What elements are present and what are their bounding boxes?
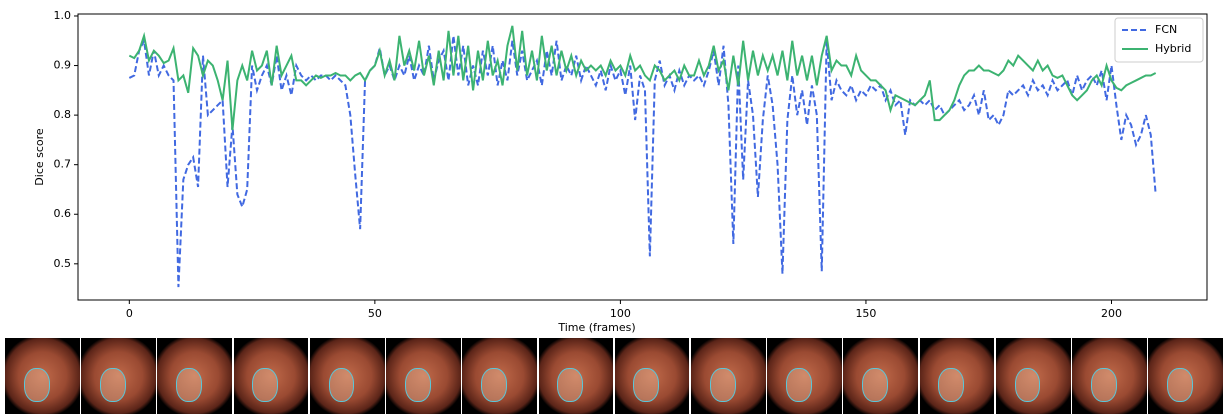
frame-thumbnail bbox=[462, 338, 538, 414]
legend: FCN Hybrid bbox=[1114, 17, 1204, 63]
frame-thumbnail bbox=[767, 338, 842, 414]
frame-thumbnail bbox=[843, 338, 919, 414]
x-tick-label: 150 bbox=[855, 307, 876, 320]
y-tick-label: 0.8 bbox=[54, 108, 72, 121]
series-line bbox=[128, 35, 1157, 288]
plot-frame bbox=[77, 13, 1208, 301]
frame-thumbnail bbox=[81, 338, 156, 414]
frame-thumbnail bbox=[919, 338, 995, 414]
frame-strip bbox=[5, 338, 1223, 414]
frame-thumbnail bbox=[690, 338, 766, 414]
y-tick-label: 0.9 bbox=[54, 59, 72, 72]
frame-thumbnail bbox=[386, 338, 461, 414]
y-tick-label: 1.0 bbox=[54, 9, 72, 22]
frame-thumbnail bbox=[5, 338, 80, 414]
x-tick-label: 0 bbox=[126, 307, 133, 320]
x-tick-label: 200 bbox=[1101, 307, 1122, 320]
y-tick-label: 0.6 bbox=[54, 207, 72, 220]
x-tick-label: 50 bbox=[368, 307, 382, 320]
legend-label: FCN bbox=[1155, 23, 1177, 36]
y-axis-label: Dice score bbox=[33, 128, 46, 186]
x-tick-label: 100 bbox=[610, 307, 631, 320]
y-tick-label: 0.7 bbox=[54, 158, 72, 171]
series-line bbox=[128, 25, 1157, 131]
y-tick-label: 0.5 bbox=[54, 257, 72, 270]
legend-label: Hybrid bbox=[1155, 42, 1191, 55]
frame-thumbnail bbox=[1072, 338, 1147, 414]
frame-thumbnail bbox=[538, 338, 614, 414]
chart: Time (frames) Dice score 0.5 0.6 0.7 0.8 0.9… bbox=[33, 9, 1208, 334]
x-axis-label: Time (frames) bbox=[557, 321, 635, 334]
frame-thumbnail bbox=[309, 338, 385, 414]
frame-thumbnail bbox=[1148, 338, 1223, 414]
frame-thumbnail bbox=[995, 338, 1071, 414]
frame-thumbnail bbox=[157, 338, 233, 414]
frame-thumbnail bbox=[233, 338, 309, 414]
frame-thumbnail bbox=[614, 338, 690, 414]
